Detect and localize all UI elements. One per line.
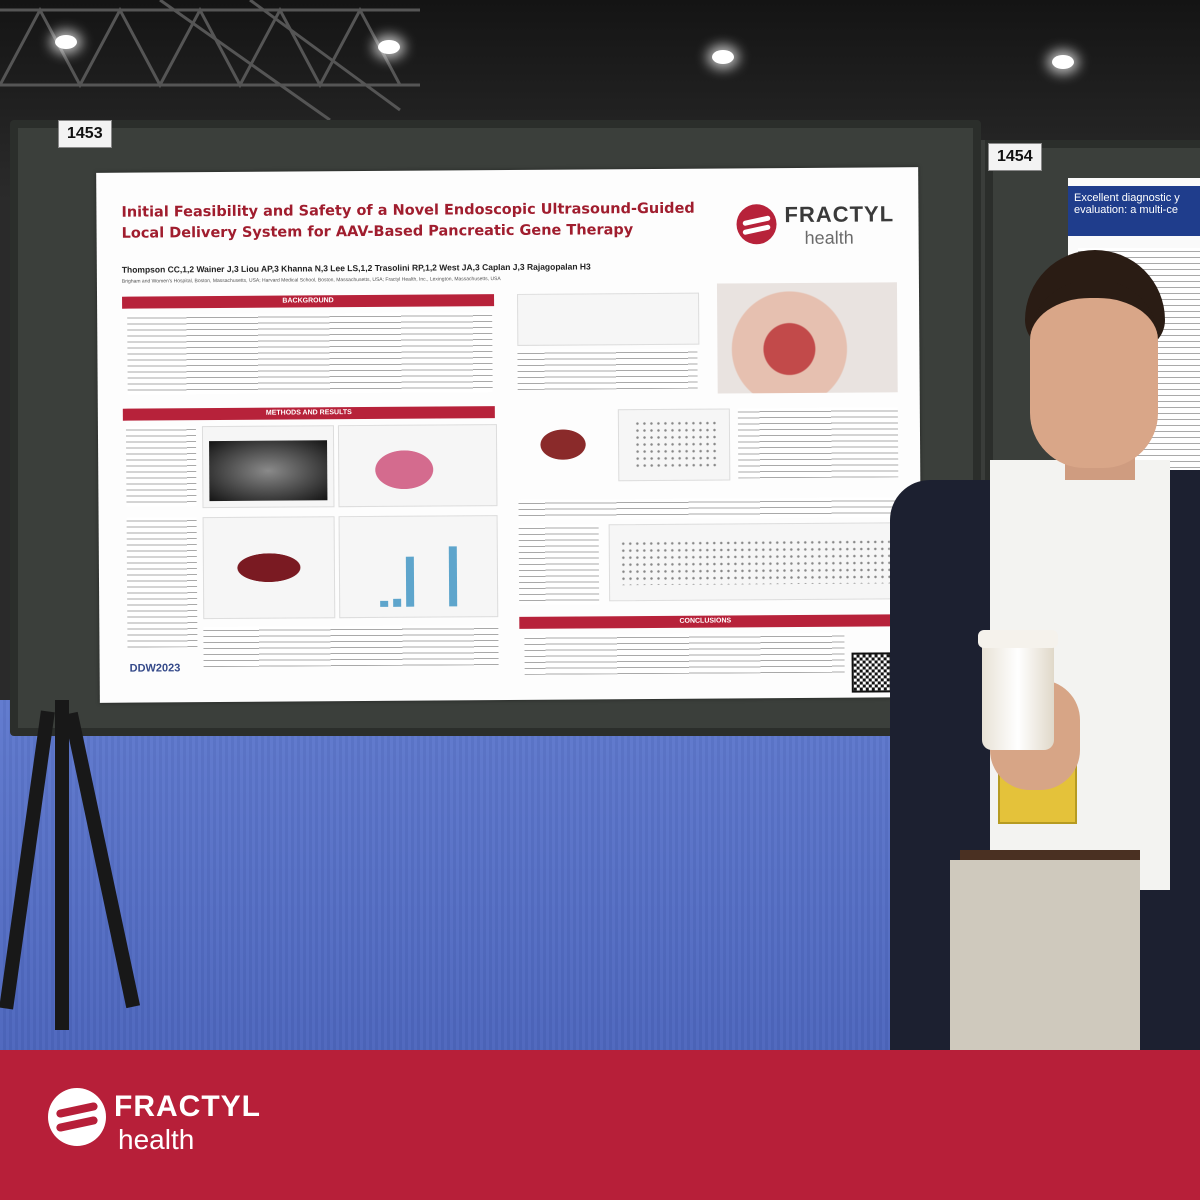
figure-scatter — [617, 408, 731, 482]
figure-pancreas — [337, 424, 498, 508]
easel-leg — [55, 700, 69, 1030]
footer-brand-sub: health — [118, 1124, 195, 1155]
poster-authors: Thompson CC,1,2 Wainer J,3 Liou AP,3 Kha… — [121, 261, 591, 275]
ceiling-light — [712, 50, 734, 64]
section-conclusions: CONCLUSIONS — [519, 614, 892, 629]
scatter-marks — [633, 419, 720, 471]
fractyl-logo-icon — [48, 1088, 106, 1146]
ceiling-light — [55, 35, 77, 49]
figure-caption-1 — [517, 348, 698, 390]
bar-mark — [393, 598, 402, 607]
photo-scene: Excellent diagnostic y evaluation: a mul… — [0, 0, 1200, 1050]
bar-mark — [405, 556, 415, 607]
brand-footer — [0, 1050, 1200, 1200]
bar-mark — [380, 600, 389, 607]
poster-logo: FRACTYL health — [736, 199, 906, 256]
methods-text-1 — [125, 426, 197, 507]
footer-logo: FRACTYL health — [48, 1086, 348, 1166]
board-number-1453: 1453 — [58, 120, 112, 148]
ultrasound-image — [209, 440, 328, 502]
poster-title: Initial Feasibility and Safety of a Nove… — [121, 200, 695, 242]
figure-bar-chart — [338, 515, 499, 619]
coffee-cup-lid — [978, 630, 1058, 648]
ceiling-truss — [0, 0, 420, 120]
ceiling-light — [378, 40, 400, 54]
section-background: BACKGROUND — [122, 294, 495, 309]
pancreas-image — [359, 439, 450, 501]
fractyl-logo-icon — [736, 204, 777, 245]
board-number-1454: 1454 — [988, 143, 1042, 171]
figure-ultrasound — [201, 425, 335, 509]
references-text — [203, 625, 499, 668]
figure-caption-3 — [518, 497, 899, 520]
pants — [950, 860, 1140, 1050]
coffee-cup — [982, 635, 1054, 750]
figure-caption-2 — [737, 407, 899, 479]
methods-text-2 — [126, 517, 198, 648]
ceiling-light — [1052, 55, 1074, 69]
background-text — [127, 312, 493, 395]
research-poster: Initial Feasibility and Safety of a Nove… — [96, 167, 922, 703]
bar-mark — [448, 546, 458, 607]
delivery-device-image — [517, 414, 609, 475]
face — [1030, 280, 1158, 468]
anatomy-illustration — [716, 282, 898, 394]
neighbor-poster-header: Excellent diagnostic y evaluation: a mul… — [1068, 186, 1200, 236]
tissue-image — [213, 542, 325, 594]
conference-logo: DDW2023 — [129, 662, 181, 675]
footer-brand-word: FRACTYL — [114, 1090, 261, 1123]
figure-lines — [608, 522, 902, 602]
figure-construct — [517, 292, 700, 346]
presenter — [890, 250, 1200, 1050]
poster-logo-sub: health — [804, 227, 854, 248]
line-chart-marks — [619, 538, 891, 586]
poster-logo-word: FRACTYL — [784, 201, 895, 228]
results-text — [518, 524, 600, 605]
bar-chart-marks — [380, 536, 458, 607]
conclusions-text — [524, 632, 845, 675]
figure-tissue — [202, 516, 336, 620]
qr-code-icon — [851, 652, 892, 693]
section-methods: METHODS AND RESULTS — [122, 406, 495, 421]
